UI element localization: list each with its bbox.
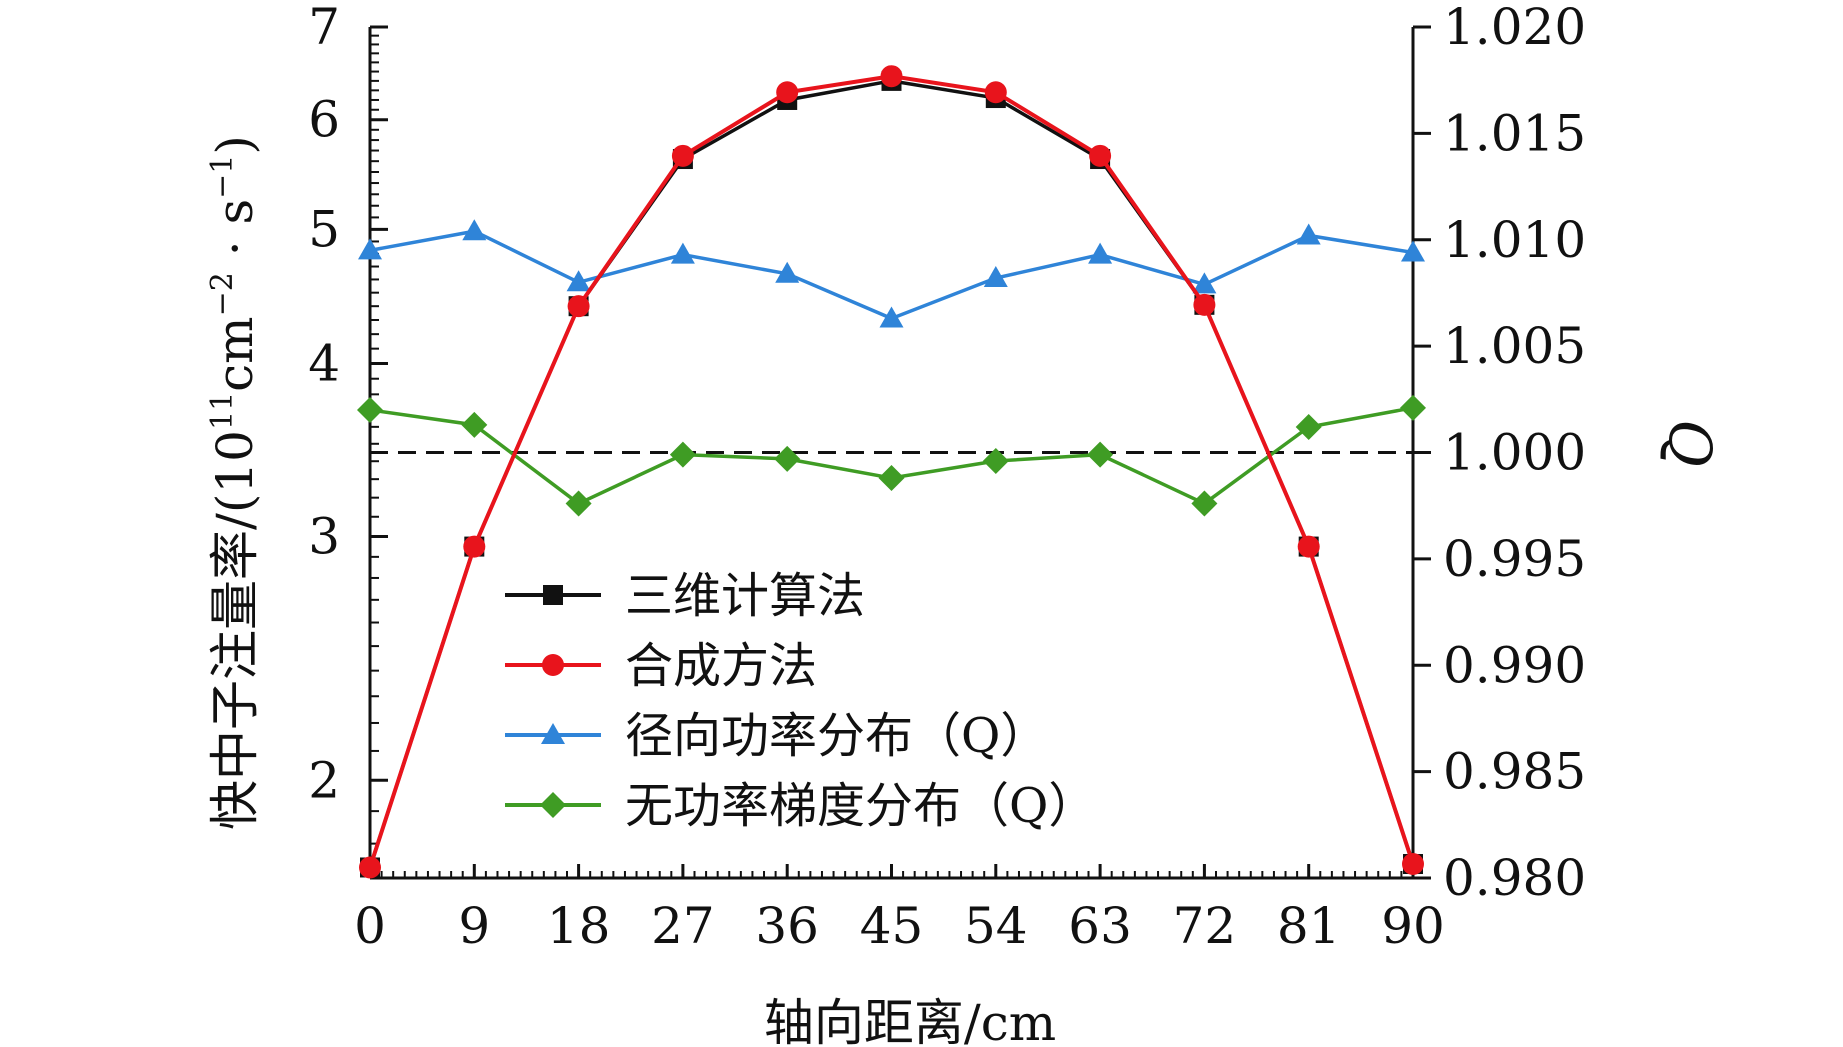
- plot-area: [357, 65, 1426, 879]
- data-point: [359, 856, 381, 879]
- right-y-tick-label: 1.000: [1443, 424, 1586, 482]
- right-y-tick-label: 1.015: [1443, 104, 1586, 162]
- data-point: [463, 535, 486, 558]
- data-point: [566, 270, 591, 292]
- data-point: [1087, 441, 1114, 468]
- legend-marker: [541, 723, 565, 744]
- legend-item: 径向功率分布（Q）: [505, 708, 1048, 764]
- left-y-tick-label: 2: [308, 751, 340, 809]
- data-point: [1191, 490, 1218, 517]
- data-point: [878, 465, 905, 492]
- left-y-axis-label-exp1: 11: [205, 392, 240, 430]
- data-point: [567, 295, 590, 318]
- x-tick-label: 18: [547, 897, 611, 955]
- left-y-axis-label: 快中子注量率/(1011cm−2 · s−1): [205, 135, 264, 830]
- legend-label: 无功率梯度分布（Q）: [625, 778, 1096, 834]
- data-point: [775, 261, 800, 283]
- legend-label: 径向功率分布（Q）: [625, 708, 1048, 764]
- data-point: [879, 306, 904, 328]
- data-point: [983, 266, 1008, 288]
- legend-marker: [540, 792, 566, 818]
- data-point: [880, 65, 903, 88]
- legend-item: 三维计算法: [505, 568, 865, 624]
- data-point: [774, 445, 801, 472]
- data-point: [776, 81, 799, 104]
- right-y-tick-label: 0.995: [1443, 530, 1586, 588]
- legend-label: 合成方法: [625, 638, 817, 694]
- x-tick-label: 45: [860, 897, 924, 955]
- x-tick-label: 36: [755, 897, 819, 955]
- legend-item: 合成方法: [505, 638, 817, 694]
- left-y-tick-label: 7: [308, 0, 340, 56]
- x-tick-label: 0: [354, 897, 386, 955]
- data-point: [669, 441, 696, 468]
- data-point: [1402, 853, 1424, 876]
- data-point: [1295, 413, 1322, 440]
- left-y-axis-label-main: 快中子注量率/(10: [206, 430, 264, 830]
- left-y-axis-label-exp3: −1: [205, 155, 240, 199]
- legend-marker: [542, 654, 564, 676]
- legend-marker: [543, 585, 563, 605]
- data-point: [1296, 223, 1321, 245]
- data-point: [1297, 535, 1320, 558]
- left-y-tick-label: 3: [308, 507, 340, 565]
- x-tick-label: 81: [1277, 897, 1341, 955]
- right-y-tick-label: 1.020: [1443, 0, 1586, 56]
- right-y-tick-label: 1.010: [1443, 211, 1586, 269]
- right-y-axis-label: Q: [1656, 419, 1724, 467]
- x-tick-label: 72: [1173, 897, 1237, 955]
- x-tick-label: 63: [1068, 897, 1132, 955]
- series-4: [357, 394, 1426, 517]
- right-y-tick-label: 1.005: [1443, 317, 1586, 375]
- data-point: [982, 448, 1009, 475]
- data-point: [671, 144, 694, 167]
- x-axis-label: 轴向距离/cm: [764, 994, 1056, 1047]
- right-y-tick-label: 0.985: [1443, 743, 1586, 801]
- data-point: [1088, 242, 1113, 264]
- left-y-axis-label-dot: · s: [206, 199, 264, 272]
- x-tick-label: 27: [651, 897, 715, 955]
- data-point: [670, 242, 695, 264]
- legend-item: 无功率梯度分布（Q）: [505, 778, 1096, 834]
- data-point: [1193, 293, 1216, 316]
- left-y-tick-label: 6: [308, 91, 340, 149]
- right-y-tick-label: 0.980: [1443, 849, 1586, 907]
- right-y-tick-label: 0.990: [1443, 636, 1586, 694]
- data-point: [1192, 272, 1217, 294]
- data-point: [1401, 240, 1425, 262]
- x-tick-label: 90: [1381, 897, 1445, 955]
- data-point: [462, 219, 487, 241]
- left-y-axis-label-end: ): [206, 135, 264, 155]
- data-point: [1089, 144, 1112, 167]
- series-line: [369, 229, 1414, 321]
- x-tick-label: 9: [458, 897, 490, 955]
- legend-label: 三维计算法: [625, 568, 865, 624]
- series-3: [358, 219, 1425, 328]
- ticks: 0 9 18 27 36 45 54 63 72 81 902345670.9800.9850.99…: [308, 0, 1586, 955]
- x-tick-label: 54: [964, 897, 1028, 955]
- series-2: [359, 65, 1424, 879]
- left-y-tick-label: 4: [308, 334, 340, 392]
- data-point: [984, 81, 1007, 104]
- data-point: [357, 396, 383, 423]
- left-y-axis-label-mid: cm: [206, 316, 264, 391]
- data-point: [565, 490, 592, 517]
- left-y-tick-label: 5: [308, 200, 340, 258]
- data-point: [1400, 394, 1426, 421]
- data-point: [358, 238, 382, 260]
- left-y-axis-label-exp2: −2: [205, 272, 240, 316]
- data-point: [461, 411, 488, 438]
